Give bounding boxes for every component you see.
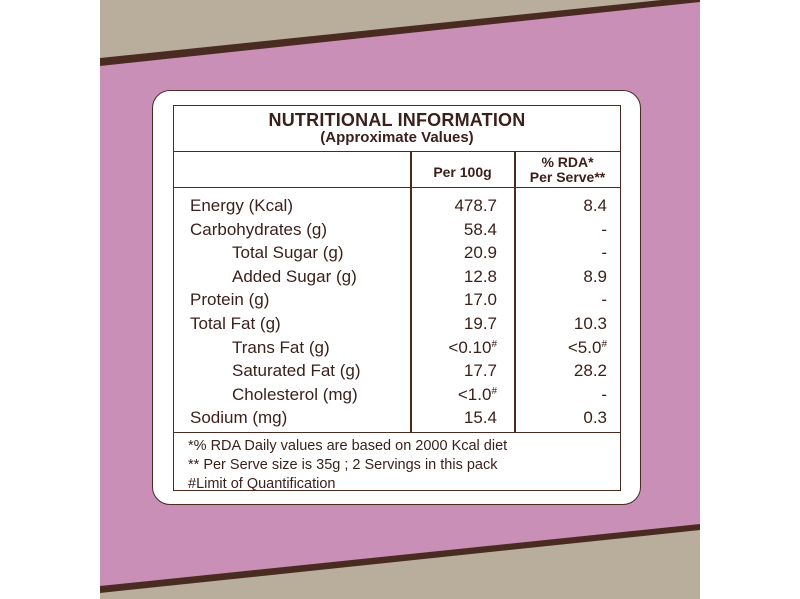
- rda-text: 0.3: [583, 408, 607, 428]
- nutrient-rda: 0.3: [515, 408, 607, 428]
- rda-text: -: [601, 219, 607, 239]
- table-row: Added Sugar (g) 12.8 8.9: [174, 267, 620, 291]
- nutrient-rda: -: [515, 385, 607, 405]
- table-row: Trans Fat (g) <0.10# <5.0#: [174, 338, 620, 362]
- table-row: Cholesterol (mg) <1.0# -: [174, 385, 620, 409]
- nutrient-rda: -: [515, 220, 607, 240]
- column-divider: [410, 152, 412, 432]
- value-text: 20.9: [463, 243, 497, 263]
- nutrient-name: Protein (g): [190, 290, 270, 310]
- value-text: 15.4: [463, 408, 497, 428]
- nutrient-name: Total Fat (g): [190, 314, 281, 333]
- table-title-block: NUTRITIONAL INFORMATION (Approximate Val…: [174, 106, 620, 152]
- rda-text: 28.2: [573, 361, 607, 381]
- nutrient-value: 17.0: [411, 290, 497, 310]
- rda-text: -: [601, 243, 607, 263]
- nutrient-name: Carbohydrates (g): [190, 219, 328, 239]
- nutrient-name: Cholesterol (mg): [232, 384, 358, 404]
- nutrient-name: Saturated Fat (g): [232, 361, 361, 381]
- nutrient-value: 17.7: [411, 361, 497, 381]
- nutrient-value: 19.7: [411, 314, 497, 334]
- nutrient-rda: -: [515, 243, 607, 263]
- value-text: 478.7: [454, 196, 497, 215]
- value-text: 58.4: [463, 219, 497, 239]
- value-text: <1.0: [457, 384, 492, 404]
- footnote: #Limit of Quantification: [188, 476, 336, 492]
- table-subtitle: (Approximate Values): [320, 129, 474, 146]
- nutrient-value: 12.8: [411, 267, 497, 287]
- value-text: 19.7: [463, 314, 497, 333]
- nutrient-name: Sodium (mg): [190, 408, 288, 428]
- nutrient-name: Added Sugar (g): [232, 266, 357, 286]
- table-row: Sodium (mg) 15.4 0.3: [174, 408, 620, 432]
- nutrition-card: NUTRITIONAL INFORMATION (Approximate Val…: [152, 90, 641, 505]
- nutrition-table: NUTRITIONAL INFORMATION (Approximate Val…: [173, 105, 621, 492]
- loq-mark: #: [601, 338, 607, 350]
- footnote: *% RDA Daily values are based on 2000 Kc…: [188, 438, 508, 454]
- nutrient-value: 15.4: [411, 408, 497, 428]
- value-text: <0.10: [448, 337, 492, 357]
- nutrient-value: 478.7: [411, 196, 497, 216]
- header-rda: % RDA* Per Serve**: [515, 155, 620, 185]
- footnote: ** Per Serve size is 35g ; 2 Servings in…: [188, 457, 498, 473]
- value-text: 17.7: [463, 361, 497, 381]
- nutrient-rda: <5.0#: [515, 338, 607, 358]
- header-rda-line2: Per Serve**: [529, 169, 606, 185]
- rda-text: <5.0: [567, 337, 602, 357]
- value-text: 17.0: [463, 290, 497, 310]
- nutrient-rda: -: [515, 290, 607, 310]
- nutrient-rda: 10.3: [515, 314, 607, 334]
- rda-text: 10.3: [573, 314, 607, 333]
- nutrient-value: <0.10#: [411, 338, 497, 358]
- table-row: Saturated Fat (g) 17.7 28.2: [174, 361, 620, 385]
- nutrient-value: <1.0#: [411, 385, 497, 405]
- loq-mark: #: [491, 385, 497, 397]
- table-row: Carbohydrates (g) 58.4 -: [174, 220, 620, 244]
- table-header: [174, 152, 620, 188]
- nutrient-rda: 28.2: [515, 361, 607, 381]
- rda-text: -: [601, 290, 607, 310]
- table-title: NUTRITIONAL INFORMATION: [268, 110, 526, 130]
- table-row: Total Sugar (g) 20.9 -: [174, 243, 620, 267]
- nutrient-rda: 8.9: [515, 267, 607, 287]
- loq-mark: #: [491, 338, 497, 350]
- nutrient-value: 58.4: [411, 220, 497, 240]
- table-row: Energy (Kcal) 478.7 8.4: [174, 196, 620, 220]
- header-rda-line1: % RDA*: [541, 154, 594, 170]
- nutrient-rda: 8.4: [515, 196, 607, 216]
- table-footnotes: *% RDA Daily values are based on 2000 Kc…: [174, 432, 620, 492]
- column-divider: [514, 152, 516, 432]
- nutrient-name: Trans Fat (g): [232, 337, 330, 357]
- rda-text: -: [601, 384, 607, 404]
- nutrient-name: Total Sugar (g): [232, 243, 344, 263]
- value-text: 12.8: [463, 266, 497, 286]
- table-row: Protein (g) 17.0 -: [174, 290, 620, 314]
- nutrient-value: 20.9: [411, 243, 497, 263]
- nutrient-name: Energy (Kcal): [190, 196, 293, 215]
- table-row: Total Fat (g) 19.7 10.3: [174, 314, 620, 338]
- header-per-100g: Per 100g: [433, 164, 492, 180]
- rda-text: 8.9: [583, 266, 607, 286]
- rda-text: 8.4: [583, 196, 607, 215]
